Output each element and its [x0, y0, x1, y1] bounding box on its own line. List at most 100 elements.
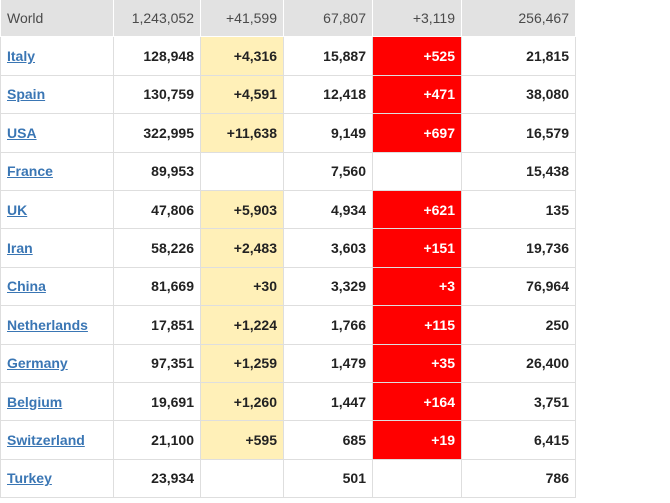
table-row: Switzerland 21,100 +595 685 +19 6,415	[0, 420, 576, 460]
new-deaths-cell	[372, 458, 462, 499]
country-link[interactable]: Turkey	[7, 470, 52, 487]
total-cases-cell: 47,806	[113, 189, 201, 230]
country-cell: Italy	[0, 36, 114, 76]
country-link[interactable]: Spain	[7, 86, 46, 103]
country-cell: Belgium	[0, 381, 114, 422]
world-new-cases: +41,599	[200, 0, 284, 38]
country-cell: China	[0, 266, 114, 307]
new-cases-cell: +5,903	[200, 189, 284, 230]
total-cases-cell: 89,953	[113, 151, 201, 191]
new-cases-cell: +1,260	[200, 381, 284, 422]
country-cell: Spain	[0, 74, 114, 115]
country-link[interactable]: Switzerland	[7, 431, 85, 448]
new-deaths-cell: +164	[372, 381, 462, 422]
table-row: Germany 97,351 +1,259 1,479 +35 26,400	[0, 343, 576, 383]
total-recovered-cell: 38,080	[461, 74, 576, 115]
total-cases-cell: 322,995	[113, 113, 201, 153]
table-row: France 89,953 7,560 15,438	[0, 151, 576, 191]
new-cases-cell: +11,638	[200, 113, 284, 153]
total-deaths-cell: 685	[283, 420, 373, 460]
total-recovered-cell: 3,751	[461, 381, 576, 422]
new-deaths-cell: +35	[372, 343, 462, 383]
total-recovered-cell: 19,736	[461, 228, 576, 268]
new-deaths-cell: +471	[372, 74, 462, 115]
total-cases-cell: 58,226	[113, 228, 201, 268]
total-deaths-cell: 1,766	[283, 305, 373, 345]
table-row: Italy 128,948 +4,316 15,887 +525 21,815	[0, 36, 576, 76]
total-deaths-cell: 9,149	[283, 113, 373, 153]
country-link[interactable]: UK	[7, 201, 28, 218]
country-link[interactable]: France	[7, 163, 53, 180]
new-deaths-cell: +621	[372, 189, 462, 230]
table-row: Spain 130,759 +4,591 12,418 +471 38,080	[0, 74, 576, 115]
total-cases-cell: 128,948	[113, 36, 201, 76]
total-recovered-cell: 21,815	[461, 36, 576, 76]
total-recovered-cell: 76,964	[461, 266, 576, 307]
country-link[interactable]: China	[7, 278, 46, 295]
total-recovered-cell: 135	[461, 189, 576, 230]
total-deaths-cell: 501	[283, 458, 373, 499]
total-deaths-cell: 12,418	[283, 74, 373, 115]
table-row: Turkey 23,934 501 786	[0, 458, 576, 499]
country-link[interactable]: Germany	[7, 355, 68, 372]
new-cases-cell	[200, 151, 284, 191]
new-cases-cell: +595	[200, 420, 284, 460]
total-cases-cell: 81,669	[113, 266, 201, 307]
total-recovered-cell: 15,438	[461, 151, 576, 191]
total-cases-cell: 19,691	[113, 381, 201, 422]
world-total-row: World 1,243,052 +41,599 67,807 +3,119 25…	[0, 0, 576, 38]
total-cases-cell: 23,934	[113, 458, 201, 499]
country-cell: Switzerland	[0, 420, 114, 460]
new-cases-cell: +4,591	[200, 74, 284, 115]
new-deaths-cell	[372, 151, 462, 191]
total-deaths-cell: 7,560	[283, 151, 373, 191]
new-deaths-cell: +115	[372, 305, 462, 345]
country-cell: France	[0, 151, 114, 191]
country-cell: Iran	[0, 228, 114, 268]
total-deaths-cell: 15,887	[283, 36, 373, 76]
total-recovered-cell: 786	[461, 458, 576, 499]
table-body: World 1,243,052 +41,599 67,807 +3,119 25…	[0, 0, 576, 499]
table-row: Netherlands 17,851 +1,224 1,766 +115 250	[0, 305, 576, 345]
country-link[interactable]: Netherlands	[7, 316, 88, 333]
new-cases-cell: +2,483	[200, 228, 284, 268]
country-cell: UK	[0, 189, 114, 230]
table-row: Iran 58,226 +2,483 3,603 +151 19,736	[0, 228, 576, 268]
total-deaths-cell: 3,603	[283, 228, 373, 268]
total-recovered-cell: 26,400	[461, 343, 576, 383]
world-total-cases: 1,243,052	[113, 0, 201, 38]
country-cell: Netherlands	[0, 305, 114, 345]
total-cases-cell: 97,351	[113, 343, 201, 383]
total-deaths-cell: 1,447	[283, 381, 373, 422]
new-deaths-cell: +151	[372, 228, 462, 268]
total-cases-cell: 17,851	[113, 305, 201, 345]
total-cases-cell: 130,759	[113, 74, 201, 115]
new-deaths-cell: +3	[372, 266, 462, 307]
coronavirus-stats-table: World 1,243,052 +41,599 67,807 +3,119 25…	[0, 0, 576, 499]
country-cell: Germany	[0, 343, 114, 383]
new-cases-cell: +1,224	[200, 305, 284, 345]
new-deaths-cell: +697	[372, 113, 462, 153]
new-deaths-cell: +525	[372, 36, 462, 76]
total-recovered-cell: 250	[461, 305, 576, 345]
new-cases-cell: +4,316	[200, 36, 284, 76]
table-row: China 81,669 +30 3,329 +3 76,964	[0, 266, 576, 307]
country-cell: USA	[0, 113, 114, 153]
world-total-deaths: 67,807	[283, 0, 373, 38]
total-deaths-cell: 4,934	[283, 189, 373, 230]
total-recovered-cell: 6,415	[461, 420, 576, 460]
country-link[interactable]: Iran	[7, 240, 33, 257]
total-deaths-cell: 1,479	[283, 343, 373, 383]
new-cases-cell	[200, 458, 284, 499]
total-recovered-cell: 16,579	[461, 113, 576, 153]
table-row: USA 322,995 +11,638 9,149 +697 16,579	[0, 113, 576, 153]
country-link[interactable]: USA	[7, 124, 37, 141]
country-link[interactable]: Belgium	[7, 393, 63, 410]
country-link[interactable]: Italy	[7, 48, 36, 65]
world-label: World	[0, 0, 114, 38]
total-deaths-cell: 3,329	[283, 266, 373, 307]
table-row: UK 47,806 +5,903 4,934 +621 135	[0, 189, 576, 230]
country-cell: Turkey	[0, 458, 114, 499]
new-deaths-cell: +19	[372, 420, 462, 460]
world-total-recovered: 256,467	[461, 0, 576, 38]
